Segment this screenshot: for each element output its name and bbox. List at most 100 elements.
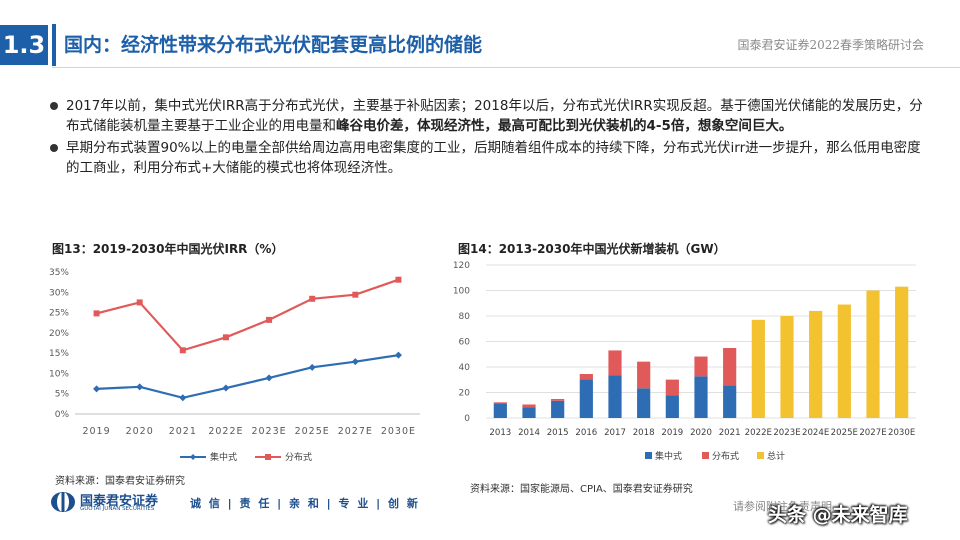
data-point-distributed	[93, 310, 100, 317]
data-point-distributed	[136, 299, 143, 306]
x-tick-label: 2017	[604, 428, 626, 438]
logo-chinese-name: 国泰君安证券	[80, 494, 159, 509]
bullet-2-text: 早期分布式装置90%以上的电量全部供给周边高用电密集度的工业，后期随着组件成本的…	[66, 140, 921, 176]
bar-segment-centralized	[551, 400, 565, 418]
bullet-dot-icon	[50, 144, 58, 152]
bar-segment-total	[751, 319, 765, 418]
bar-segment-centralized	[637, 388, 651, 418]
bullet-dot-icon	[50, 102, 58, 110]
bar-segment-distributed	[723, 348, 737, 386]
bullet-list: 2017年以前，集中式光伏IRR高于分布式光伏，主要基于补贴因素；2018年以后…	[48, 96, 928, 180]
legend-marker	[190, 454, 196, 460]
x-tick-label: 2016	[575, 428, 597, 438]
x-tick-label: 2021	[169, 426, 197, 437]
legend-swatch	[645, 452, 652, 459]
irr-line-chart: 0% 5% 10% 15% 20% 25% 30% 35% 2019 2020 2021 2022E 2…	[49, 268, 420, 463]
page-title: 国内：经济性带来分布式光伏配套更高比例的储能	[64, 34, 483, 56]
data-point-distributed	[179, 347, 186, 354]
x-tick-label: 2022E	[208, 426, 243, 437]
x-tick-label: 2019	[82, 426, 110, 437]
y-tick-label: 5%	[55, 390, 70, 400]
x-tick-label: 2025E	[831, 428, 858, 438]
bar-segment-centralized	[694, 376, 708, 418]
data-point-centralized	[351, 358, 359, 366]
x-tick-label: 2030E	[381, 426, 416, 437]
x-tick-label: 2023E	[251, 426, 286, 437]
data-point-centralized	[308, 363, 316, 371]
section-divider	[52, 24, 56, 66]
figure-13-title: 图13：2019-2030年中国光伏IRR（%）	[52, 242, 284, 256]
bar-segment-centralized	[493, 403, 507, 418]
data-point-distributed	[222, 334, 229, 341]
y-tick-label: 40	[459, 363, 471, 373]
legend-label: 分布式	[285, 451, 312, 463]
data-point-centralized	[394, 351, 402, 359]
legend-label: 总计	[767, 450, 785, 462]
y-tick-label: 35%	[49, 268, 69, 278]
bar-segment-centralized	[579, 379, 593, 418]
bar-segment-total	[837, 304, 851, 418]
legend-swatch	[757, 452, 764, 459]
header-rule	[52, 67, 960, 68]
bar-segment-centralized	[522, 407, 536, 418]
data-point-distributed	[309, 295, 316, 302]
y-tick-label: 15%	[49, 349, 69, 359]
data-point-centralized	[179, 394, 187, 402]
data-point-distributed	[352, 291, 359, 298]
bar-segment-distributed	[637, 361, 651, 389]
watermark: 头条 @未来智库	[768, 504, 908, 526]
conference-name: 国泰君安证券2022春季策略研讨会	[737, 38, 924, 52]
x-tick-label: 2022E	[745, 428, 772, 438]
bar-segment-distributed	[579, 374, 593, 380]
y-tick-label: 20%	[49, 329, 69, 339]
bar-segment-distributed	[522, 404, 536, 408]
legend-label: 分布式	[712, 450, 739, 462]
y-tick-label: 10%	[49, 369, 69, 379]
figure-14-title: 图14：2013-2030年中国光伏新增装机（GW）	[458, 242, 726, 256]
series-line-centralized	[96, 354, 399, 399]
bullet-1-text: 2017年以前，集中式光伏IRR高于分布式光伏，主要基于补贴因素；2018年以后…	[66, 98, 923, 134]
section-number: 1.3	[0, 25, 48, 65]
bullet-item-2: 早期分布式装置90%以上的电量全部供给周边高用电密集度的工业，后期随着组件成本的…	[48, 138, 928, 178]
bar-segment-distributed	[608, 350, 622, 376]
slide-header: 1.3 国内：经济性带来分布式光伏配套更高比例的储能 国泰君安证券2022春季策…	[0, 0, 960, 72]
x-tick-label: 2027E	[859, 428, 886, 438]
x-tick-label: 2020	[690, 428, 712, 438]
company-motto: 诚 信 | 责 任 | 亲 和 | 专 业 | 创 新	[190, 497, 420, 510]
bullet-item-1: 2017年以前，集中式光伏IRR高于分布式光伏，主要基于补贴因素；2018年以后…	[48, 96, 928, 136]
legend-label: 集中式	[655, 450, 682, 462]
bar-segment-total	[866, 290, 880, 418]
bar-segment-total	[809, 310, 823, 418]
y-tick-label: 100	[453, 287, 470, 297]
y-tick-label: 30%	[49, 288, 69, 298]
x-tick-label: 2018	[633, 428, 655, 438]
y-tick-label: 25%	[49, 309, 69, 319]
data-point-distributed	[395, 276, 402, 283]
figure-13-source: 资料来源：国泰君安证券研究	[55, 476, 185, 487]
x-tick-label: 2025E	[295, 426, 330, 437]
bar-segment-distributed	[665, 379, 679, 396]
bar-segment-distributed	[493, 402, 507, 404]
legend-swatch	[702, 452, 709, 459]
data-point-centralized	[265, 374, 273, 382]
legend-label: 集中式	[210, 451, 237, 463]
y-tick-label: 0	[464, 414, 470, 424]
bar-segment-distributed	[694, 356, 708, 377]
y-tick-label: 60	[459, 338, 471, 348]
x-tick-label: 2019	[661, 428, 683, 438]
bar-segment-centralized	[608, 375, 622, 418]
x-tick-label: 2015	[547, 428, 569, 438]
x-tick-label: 2024E	[802, 428, 829, 438]
figure-14-source: 资料来源：国家能源局、CPIA、国泰君安证券研究	[470, 484, 693, 495]
x-tick-label: 2020	[126, 426, 154, 437]
bullet-1-emphasis: 峰谷电价差，体现经济性，最高可配比到光伏装机的4-5倍，想象空间巨大。	[336, 118, 793, 134]
x-tick-label: 2013	[489, 428, 511, 438]
bar-segment-total	[895, 286, 909, 418]
installation-bar-chart: 0 20 40 60 80 100 120 2013 2014 2015 2016 2017 2018 2…	[453, 261, 916, 462]
x-tick-label: 2021	[719, 428, 741, 438]
x-tick-label: 2027E	[338, 426, 373, 437]
bar-segment-centralized	[723, 385, 737, 418]
bar-segment-distributed	[551, 399, 565, 401]
y-tick-label: 120	[453, 261, 470, 271]
data-point-centralized	[222, 384, 230, 392]
